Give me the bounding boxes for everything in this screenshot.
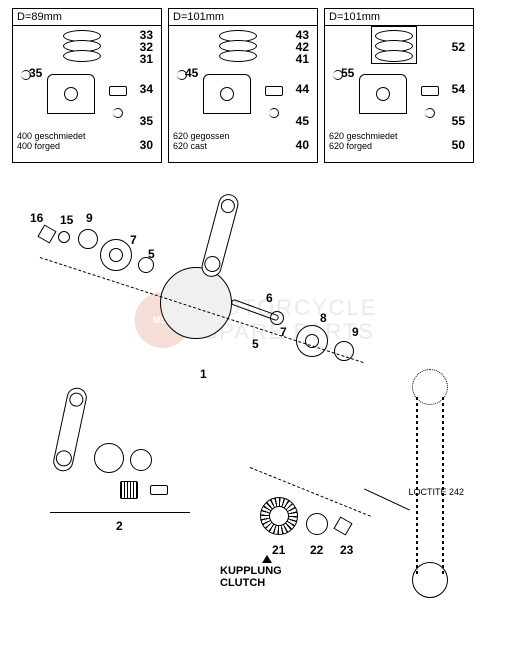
num-label: 35 (29, 66, 42, 80)
num-label: 9 (86, 211, 93, 225)
washer-icon (94, 443, 124, 473)
panel-header: D=101mm (325, 9, 473, 26)
num-label: 15 (60, 213, 73, 227)
num-label: 52 (452, 40, 465, 54)
clip-icon (269, 108, 279, 118)
text: KUPPLUNG (220, 565, 282, 577)
text-label: 620 cast (173, 142, 207, 152)
bracket-line (50, 512, 190, 513)
needle-bearing-icon (120, 481, 138, 499)
piston-icon (203, 74, 251, 114)
loctite-label: LOCTITE 242 (408, 487, 464, 497)
panel-content: 52 55 54 55 620 geschmiedet 620 forged 5… (325, 26, 473, 156)
pin-icon (150, 485, 168, 495)
pin-icon (265, 86, 283, 96)
num-label: 5 (148, 247, 155, 261)
clip-icon (113, 108, 123, 118)
gear-icon (260, 497, 298, 535)
num-label: 2 (116, 519, 123, 533)
nut-icon (333, 516, 352, 535)
main-diagram: 16 15 9 7 5 1 6 5 7 8 9 2 21 22 23 LOC (0, 167, 512, 637)
num-label: 5 (252, 337, 259, 351)
num-label: 55 (452, 114, 465, 128)
nut-icon (37, 224, 56, 243)
num-label: 1 (200, 367, 207, 381)
panel-header: D=101mm (169, 9, 317, 26)
num-label: 54 (452, 82, 465, 96)
num-label: 16 (30, 211, 43, 225)
num-label: 30 (140, 138, 153, 152)
seal-icon (78, 229, 98, 249)
text: CLUTCH (220, 577, 282, 589)
num-label: 22 (310, 543, 323, 557)
num-label: 34 (140, 82, 153, 96)
piston-icon (47, 74, 95, 114)
num-label: 55 (341, 66, 354, 80)
bearing-icon (100, 239, 132, 271)
num-label: 31 (140, 52, 153, 66)
leader-line (364, 488, 410, 510)
ring-box (371, 26, 417, 64)
panel-header: D=89mm (13, 9, 161, 26)
num-label: 8 (320, 311, 327, 325)
sprocket-icon (412, 562, 448, 598)
num-label: 45 (185, 66, 198, 80)
crank-disc-icon (160, 267, 232, 339)
text-label: 620 forged (329, 142, 372, 152)
ring-icon (219, 50, 257, 62)
washer-icon (270, 311, 284, 325)
panel-400: D=89mm 33 32 31 35 34 35 400 geschmiedet… (12, 8, 162, 163)
connecting-rod-icon (199, 192, 240, 279)
text-label: 400 forged (17, 142, 60, 152)
num-label: 45 (296, 114, 309, 128)
piston-icon (359, 74, 407, 114)
washer-icon (58, 231, 70, 243)
num-label: 50 (452, 138, 465, 152)
num-label: 7 (130, 233, 137, 247)
num-label: 41 (296, 52, 309, 66)
num-label: 35 (140, 114, 153, 128)
panel-row: D=89mm 33 32 31 35 34 35 400 geschmiedet… (0, 0, 512, 167)
washer-icon (130, 449, 152, 471)
connecting-rod-icon (51, 386, 88, 473)
pin-icon (421, 86, 439, 96)
num-label: 6 (266, 291, 273, 305)
num-label: 44 (296, 82, 309, 96)
kupplung-label: KUPPLUNG CLUTCH (220, 565, 282, 589)
washer-icon (306, 513, 328, 535)
arrow-up-icon (262, 555, 272, 563)
panel-620-forged: D=101mm 52 55 54 55 620 geschmiedet 620 … (324, 8, 474, 163)
pin-icon (109, 86, 127, 96)
num-label: 40 (296, 138, 309, 152)
conrod-assembly (50, 387, 210, 507)
panel-content: 33 32 31 35 34 35 400 geschmiedet 400 fo… (13, 26, 161, 156)
panel-content: 43 42 41 45 44 45 620 gegossen 620 cast … (169, 26, 317, 156)
panel-620-cast: D=101mm 43 42 41 45 44 45 620 gegossen 6… (168, 8, 318, 163)
num-label: 21 (272, 543, 285, 557)
ring-icon (63, 50, 101, 62)
num-label: 23 (340, 543, 353, 557)
num-label: 9 (352, 325, 359, 339)
clip-icon (425, 108, 435, 118)
